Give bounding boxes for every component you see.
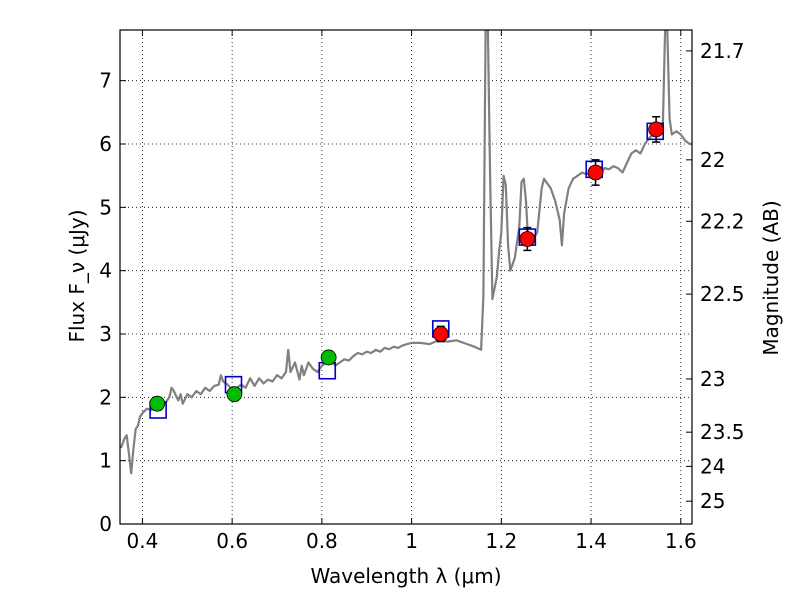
observed-nir-point (519, 231, 536, 247)
y-tick-label: 3 (99, 322, 112, 346)
y-tick-label: 0 (99, 512, 112, 536)
right-tick-label: 22.2 (700, 209, 745, 233)
spectrum-line (120, 30, 692, 475)
x-tick-label: 1 (405, 529, 418, 553)
right-axis-label: Magnitude (AB) (759, 200, 783, 355)
observed-nir-point (648, 121, 665, 138)
grid (120, 30, 692, 524)
y-tick-label: 7 (99, 69, 112, 93)
observed-optical-point (149, 395, 166, 412)
y-axis-label: Flux F_ν (μJy) (65, 209, 89, 342)
plot-frame (119, 29, 693, 525)
x-axis-label: Wavelength λ (μm) (310, 564, 501, 588)
right-tick-label: 21.7 (700, 39, 745, 63)
y-tick-label: 6 (99, 132, 112, 156)
x-tick-label: 1.4 (575, 529, 607, 553)
spectrum-layer (120, 30, 692, 475)
right-tick-label: 22 (700, 148, 725, 172)
right-tick-label: 22.5 (700, 282, 745, 306)
observed-optical-point (226, 386, 243, 403)
observed-nir-point (432, 326, 449, 342)
observed-nir-point (587, 164, 604, 181)
y-tick-label: 2 (99, 385, 112, 409)
right-tick-label: 25 (700, 489, 725, 513)
axis-ticks: 0.4 0.6 0.8 1 1.2 1.4 1.60123456721.72222.222.… (99, 30, 745, 553)
y-tick-label: 1 (99, 449, 112, 473)
marker-layer (149, 116, 665, 419)
x-tick-label: 0.4 (127, 529, 159, 553)
y-tick-label: 5 (99, 195, 112, 219)
right-tick-label: 23.5 (700, 420, 745, 444)
x-tick-label: 0.6 (216, 529, 248, 553)
x-tick-label: 1.6 (665, 529, 697, 553)
y-tick-label: 4 (99, 259, 112, 283)
observed-optical-point (320, 349, 337, 366)
right-tick-label: 23 (700, 367, 725, 391)
x-tick-label: 0.8 (306, 529, 338, 553)
x-tick-label: 1.2 (485, 529, 517, 553)
right-tick-label: 24 (700, 454, 725, 478)
axes-box (119, 29, 693, 525)
